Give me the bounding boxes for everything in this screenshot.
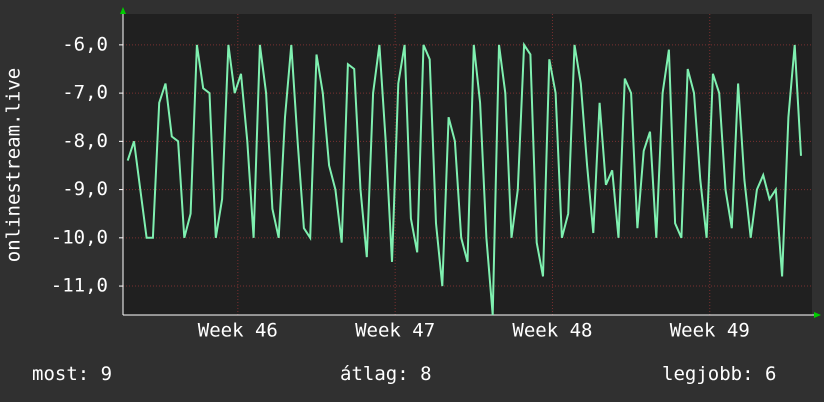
y-tick-label: -9,0 bbox=[62, 178, 108, 200]
y-tick-label: -10,0 bbox=[51, 226, 108, 248]
stat: most: 9 bbox=[32, 363, 112, 385]
stat-label: átlag: bbox=[340, 363, 409, 385]
stat: átlag: 8 bbox=[340, 363, 432, 385]
y-tick-label: -8,0 bbox=[62, 130, 108, 152]
y-tick-label: -11,0 bbox=[51, 275, 108, 297]
x-tick-label: Week 46 bbox=[198, 320, 278, 342]
x-tick-label: Week 47 bbox=[355, 320, 435, 342]
stat-value: 9 bbox=[101, 363, 112, 385]
x-arrow bbox=[814, 312, 821, 318]
stat: legjobb: 6 bbox=[662, 363, 776, 385]
y-arrow bbox=[120, 7, 126, 14]
stat-label: most: bbox=[32, 363, 89, 385]
stat-value: 6 bbox=[765, 363, 776, 385]
x-tick-label: Week 49 bbox=[670, 320, 750, 342]
stat-label: legjobb: bbox=[662, 363, 754, 385]
y-tick-label: -7,0 bbox=[62, 82, 108, 104]
data-line bbox=[126, 41, 802, 316]
stat-value: 8 bbox=[420, 363, 431, 385]
x-tick-label: Week 48 bbox=[512, 320, 592, 342]
y-tick-label: -6,0 bbox=[62, 33, 108, 55]
y-axis-label: onlinestream.live bbox=[3, 68, 25, 262]
